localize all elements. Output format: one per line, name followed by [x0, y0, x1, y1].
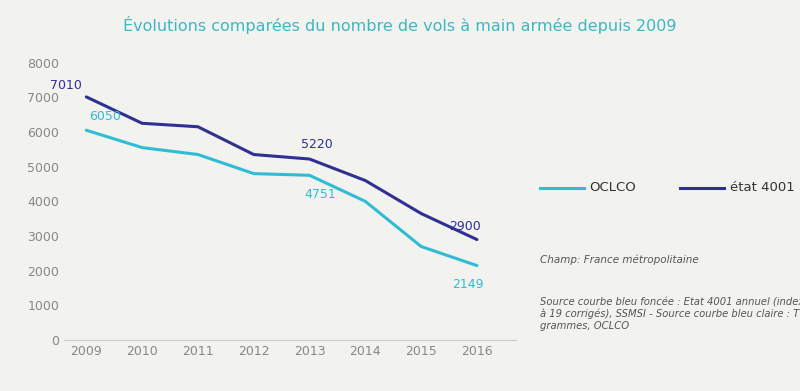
Text: 2149: 2149 [452, 278, 483, 291]
Text: Source courbe bleu foncée : Etat 4001 annuel (index
à 19 corrigés), SSMSI - Sour: Source courbe bleu foncée : Etat 4001 an… [540, 297, 800, 331]
Text: Évolutions comparées du nombre de vols à main armée depuis 2009: Évolutions comparées du nombre de vols à… [123, 16, 677, 34]
Text: OCLCO: OCLCO [590, 181, 636, 194]
Text: Champ: France métropolitaine: Champ: France métropolitaine [540, 254, 698, 265]
Text: 4751: 4751 [304, 188, 336, 201]
Text: 5220: 5220 [301, 138, 333, 151]
Text: état 4001: état 4001 [730, 181, 794, 194]
Text: 7010: 7010 [50, 79, 82, 92]
Text: 2900: 2900 [449, 220, 481, 233]
Text: 6050: 6050 [89, 109, 121, 123]
